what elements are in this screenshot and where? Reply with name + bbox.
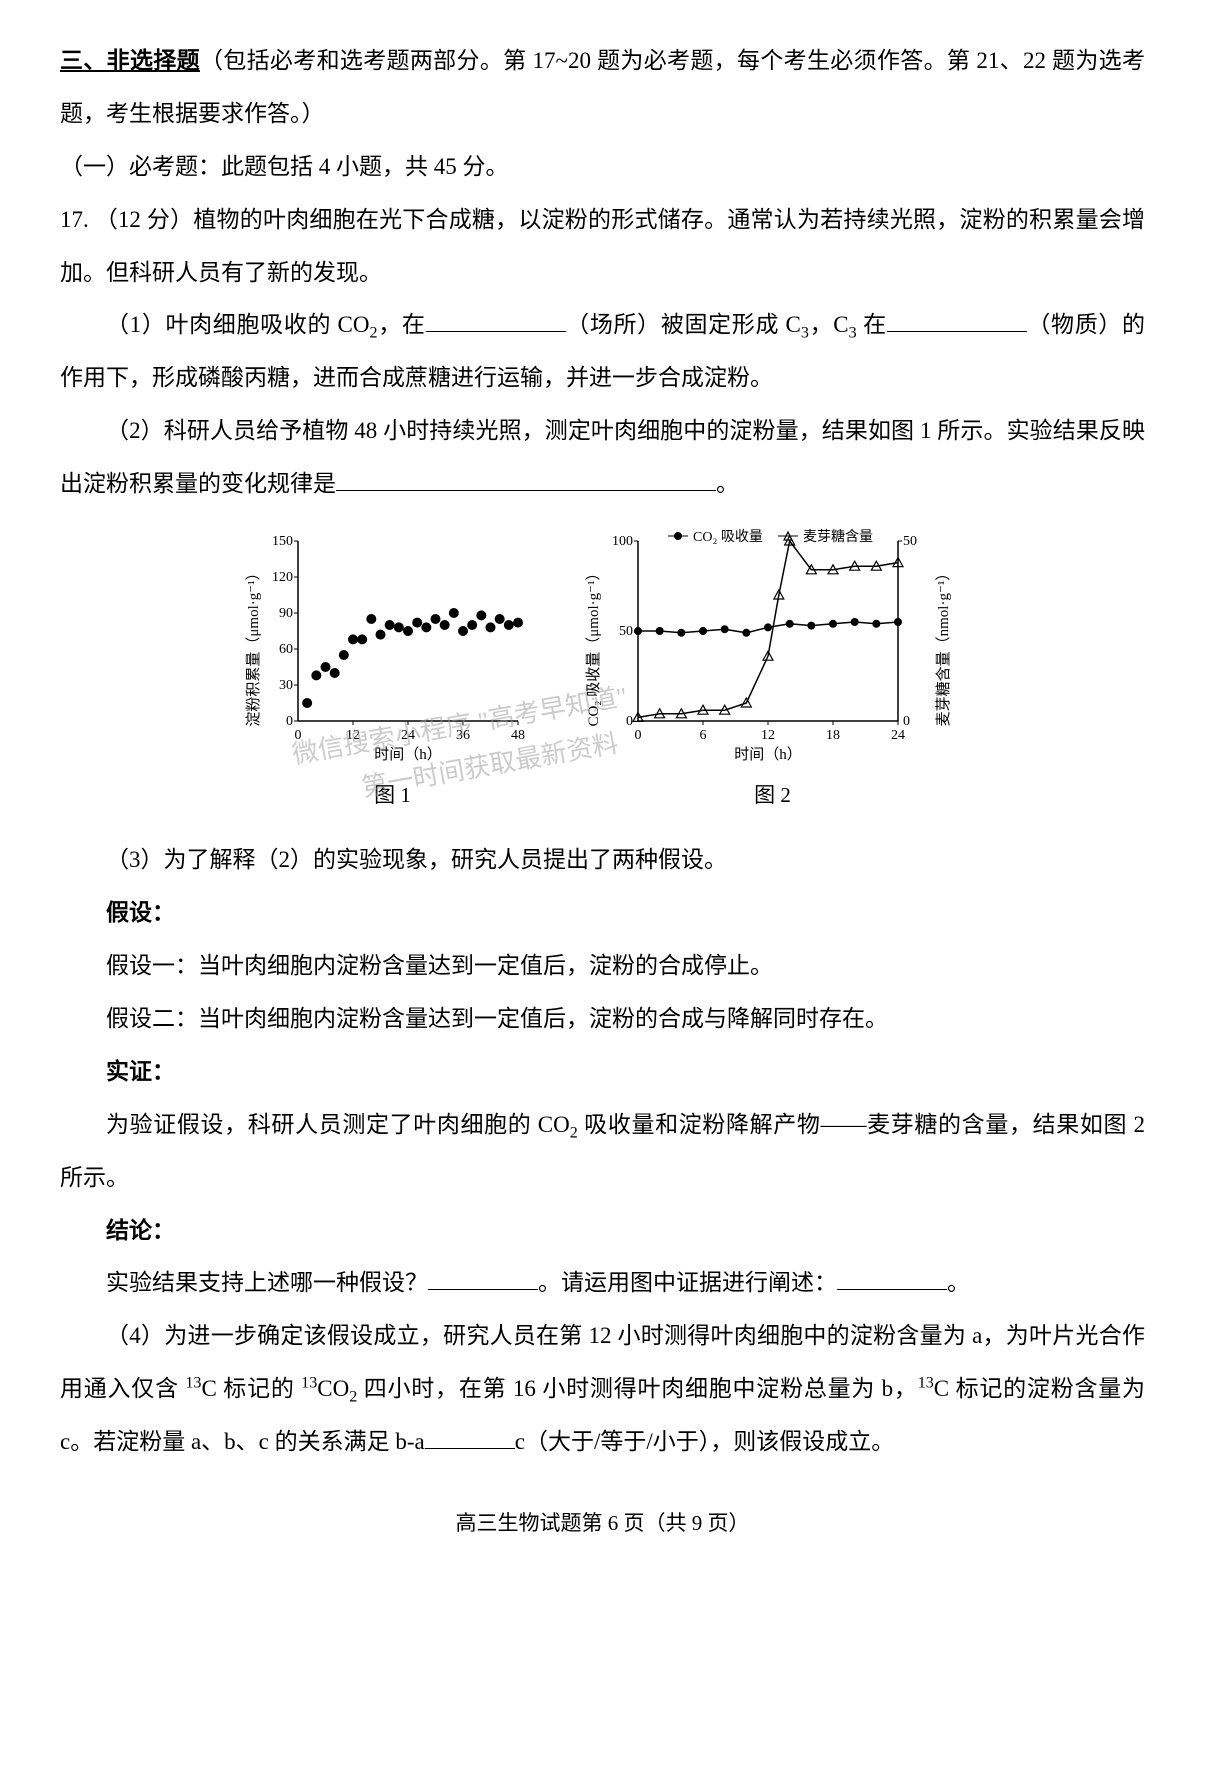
blank-field [887,309,1027,332]
q17-p1-c: （场所）被固定形成 C [566,312,801,337]
charts-row: 0 30 60 90 120 150 0 12 24 36 48 [60,526,1145,819]
blank-field [426,309,566,332]
blank-field [837,1267,947,1290]
svg-text:150: 150 [272,534,293,549]
chart2-wrapper: CO₂ 吸收量 麦芽糖含量 0 50 100 0 50 [583,526,963,819]
blank-field [336,468,716,491]
svg-text:CO₂ 吸收量: CO₂ 吸收量 [693,529,763,545]
svg-text:24: 24 [891,728,905,743]
svg-text:0: 0 [903,714,910,729]
concl-b: 。请运用图中证据进行阐述： [538,1270,837,1295]
q17-part3: （3）为了解释（2）的实验现象，研究人员提出了两种假设。 [60,834,1145,887]
svg-text:18: 18 [826,728,840,743]
svg-text:0: 0 [634,728,641,743]
hyp1: 假设一：当叶肉细胞内淀粉含量达到一定值后，淀粉的合成停止。 [60,940,1145,993]
svg-text:50: 50 [619,624,633,639]
svg-text:时间（h）: 时间（h） [734,746,802,763]
section-description: （包括必考和选考题两部分。第 17~20 题为必考题，每个考生必须作答。第 21… [60,48,1145,126]
q17-stem: 17. （12 分）植物的叶肉细胞在光下合成糖，以淀粉的形式储存。通常认为若持续… [60,194,1145,300]
q17-part4: （4）为进一步确定该假设成立，研究人员在第 12 小时测得叶肉细胞中的淀粉含量为… [60,1310,1145,1469]
subsection: （一）必考题：此题包括 4 小题，共 45 分。 [60,141,1145,194]
q17-part2: （2）科研人员给予植物 48 小时持续光照，测定叶肉细胞中的淀粉量，结果如图 1… [60,405,1145,511]
concl-a: 实验结果支持上述哪一种假设？ [106,1270,428,1295]
svg-text:30: 30 [279,678,293,693]
verify-label: 实证： [60,1046,1145,1099]
section-heading: 三、非选择题 [60,48,200,73]
concl-c: 。 [947,1270,970,1295]
svg-text:麦芽糖含量（nmol·g⁻¹）: 麦芽糖含量（nmol·g⁻¹） [935,566,952,727]
p4-d: 四小时，在第 16 小时测得叶肉细胞中淀粉总量为 b， [357,1376,917,1401]
q17-p1-d: ，C [809,312,849,337]
p4-c: CO [317,1376,349,1401]
p4-b: C 标记的 [201,1376,301,1401]
conclusion: 实验结果支持上述哪一种假设？ 。请运用图中证据进行阐述： 。 [60,1257,1145,1310]
q17-p1-a: （1）叶肉细胞吸收的 CO [106,312,369,337]
chart2-title: 图 2 [754,771,791,819]
q17-p2-b: 。 [716,471,739,496]
svg-text:60: 60 [279,642,293,657]
verify-text: 为验证假设，科研人员测定了叶肉细胞的 CO2 吸收量和淀粉降解产物——麦芽糖的含… [60,1099,1145,1205]
svg-text:50: 50 [903,534,917,549]
conclusion-label: 结论： [60,1205,1145,1258]
svg-text:120: 120 [272,570,293,585]
svg-text:淀粉积累量（μmol·g⁻¹）: 淀粉积累量（μmol·g⁻¹） [245,565,262,726]
svg-text:100: 100 [612,534,633,549]
hyp2: 假设二：当叶肉细胞内淀粉含量达到一定值后，淀粉的合成与降解同时存在。 [60,993,1145,1046]
svg-text:6: 6 [699,728,706,743]
section-heading-row: 三、非选择题（包括必考和选考题两部分。第 17~20 题为必考题，每个考生必须作… [60,35,1145,141]
q17-p1-b: ，在 [378,312,426,337]
p4-f: c（大于/等于/小于），则该假设成立。 [515,1429,895,1454]
blank-field [428,1267,538,1290]
hyp-label: 假设： [60,887,1145,940]
svg-text:90: 90 [279,606,293,621]
svg-text:12: 12 [761,728,775,743]
chart2-svg: CO₂ 吸收量 麦芽糖含量 0 50 100 0 50 [583,526,963,766]
blank-field [425,1426,515,1449]
q17-p1-e: 在 [857,312,887,337]
q17-part1: （1）叶肉细胞吸收的 CO2，在（场所）被固定形成 C3，C3 在（物质）的作用… [60,299,1145,405]
verify-a: 为验证假设，科研人员测定了叶肉细胞的 CO [106,1112,570,1137]
page-footer: 高三生物试题第 6 页（共 9 页） [60,1499,1145,1547]
svg-text:麦芽糖含量: 麦芽糖含量 [803,529,873,545]
